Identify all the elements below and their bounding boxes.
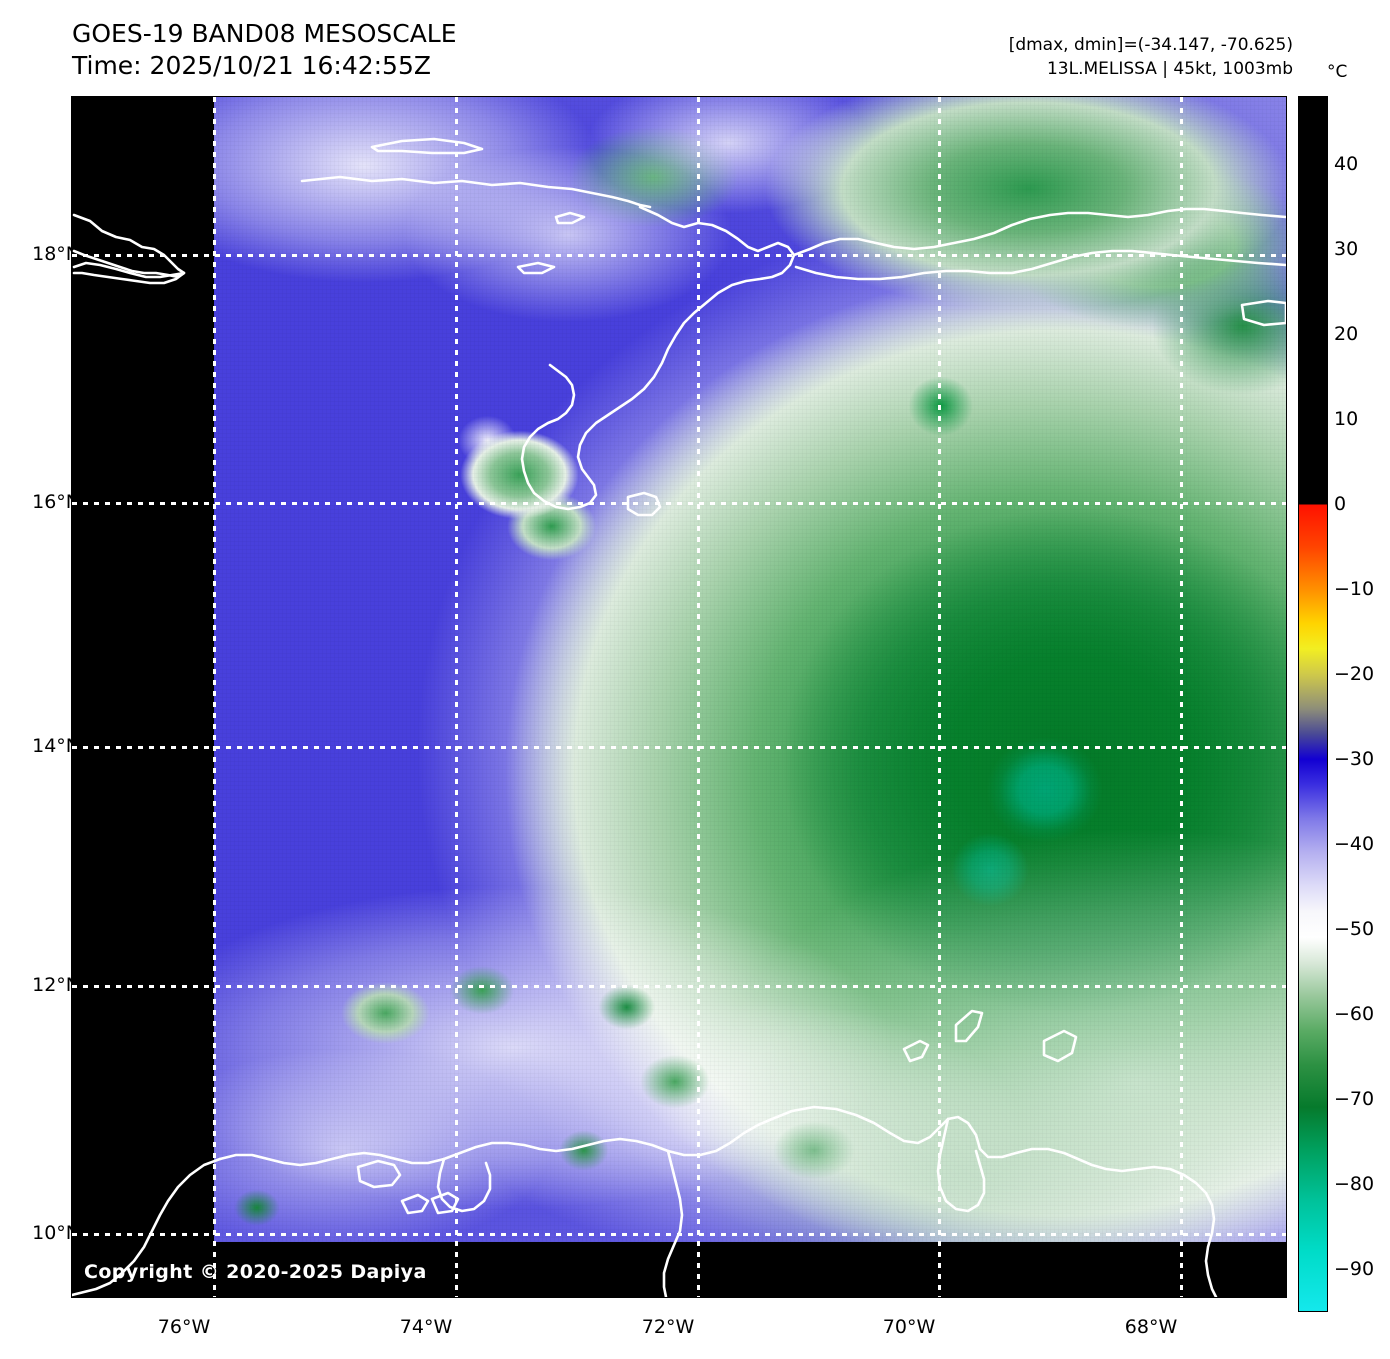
colorbar-tick-20: 20	[1334, 323, 1359, 346]
coastline-cuba-keys	[370, 137, 484, 155]
coastline-colombia-islet	[400, 1193, 430, 1215]
ytick-10n: 10°N	[32, 1222, 80, 1244]
coastline-puerto-rico	[1240, 299, 1286, 327]
coastline-nw-island	[72, 213, 186, 279]
colorbar-tick-minus20: −20	[1334, 663, 1375, 686]
coastline-aruba	[902, 1039, 930, 1063]
xtick-74w: 74°W	[399, 1316, 453, 1338]
colorbar-tick-minus40: −40	[1334, 833, 1375, 856]
colorbar-tick-40: 40	[1334, 153, 1359, 176]
colorbar-tick-minus70: −70	[1334, 1088, 1375, 1111]
coastline-colombia	[218, 1117, 774, 1167]
coastline-colombia-lake	[356, 1159, 402, 1189]
coastline-dr-south	[794, 249, 1286, 281]
satellite-raster	[214, 97, 1286, 1242]
coastline-curacao	[954, 1009, 984, 1043]
xtick-72w: 72°W	[641, 1316, 695, 1338]
xtick-70w: 70°W	[882, 1316, 936, 1338]
coastline-dr-north	[792, 207, 1286, 257]
colorbar-tick-minus50: −50	[1334, 918, 1375, 941]
colorbar-unit-label: °C	[1327, 62, 1348, 82]
colorbar-gradient	[1299, 97, 1327, 1311]
coastline-cuba-islet	[516, 261, 556, 275]
ytick-18n: 18°N	[32, 243, 80, 265]
copyright-notice: Copyright © 2020-2025 Dapiya	[84, 1261, 427, 1283]
colorbar-tick-0: 0	[1334, 493, 1347, 516]
colorbar-tick-minus90: −90	[1334, 1258, 1375, 1281]
ytick-14n: 14°N	[32, 735, 80, 757]
storm-info: 13L.MELISSA | 45kt, 1003mb	[1046, 59, 1293, 79]
product-title: GOES-19 BAND08 MESOSCALE	[72, 19, 457, 48]
coastline-colombia-inland	[436, 1157, 492, 1213]
timestamp: Time: 2025/10/21 16:42:55Z	[72, 51, 431, 80]
colorbar-tick-minus80: −80	[1334, 1173, 1375, 1196]
coastline-cuba-islet2	[554, 211, 586, 225]
dminmax-readout: [dmax, dmin]=(-34.147, -70.625)	[1008, 35, 1293, 55]
coastline-bonaire	[1042, 1029, 1078, 1063]
coastline-maracaibo	[936, 1117, 986, 1213]
ytick-12n: 12°N	[32, 974, 80, 996]
metadata-block: [dmax, dmin]=(-34.147, -70.625) 13L.MELI…	[1009, 33, 1293, 81]
xtick-76w: 76°W	[157, 1316, 211, 1338]
colorbar-tick-10: 10	[1334, 408, 1359, 431]
coastline-haiti	[520, 205, 796, 511]
coastline-panama	[72, 1157, 222, 1297]
coastline-river-south	[662, 1149, 684, 1297]
coastline-haiti-gonave	[626, 491, 662, 517]
colorbar-tick-minus60: −60	[1334, 1003, 1375, 1026]
xtick-68w: 68°W	[1124, 1316, 1178, 1338]
colorbar[interactable]	[1298, 96, 1328, 1312]
colorbar-tick-30: 30	[1334, 238, 1359, 261]
coastline-cuba	[300, 175, 652, 209]
colorbar-tick-minus30: −30	[1334, 748, 1375, 771]
coastline-nw-island-south	[72, 261, 186, 285]
colorbar-tick-minus10: −10	[1334, 578, 1375, 601]
coastline-venezuela	[770, 1105, 1218, 1297]
satellite-plot[interactable]: Copyright © 2020-2025 Dapiya	[71, 96, 1287, 1298]
coastline-overlay	[72, 137, 1286, 1297]
page-title: GOES-19 BAND08 MESOSCALE Time: 2025/10/2…	[72, 18, 457, 82]
ytick-16n: 16°N	[32, 491, 80, 513]
